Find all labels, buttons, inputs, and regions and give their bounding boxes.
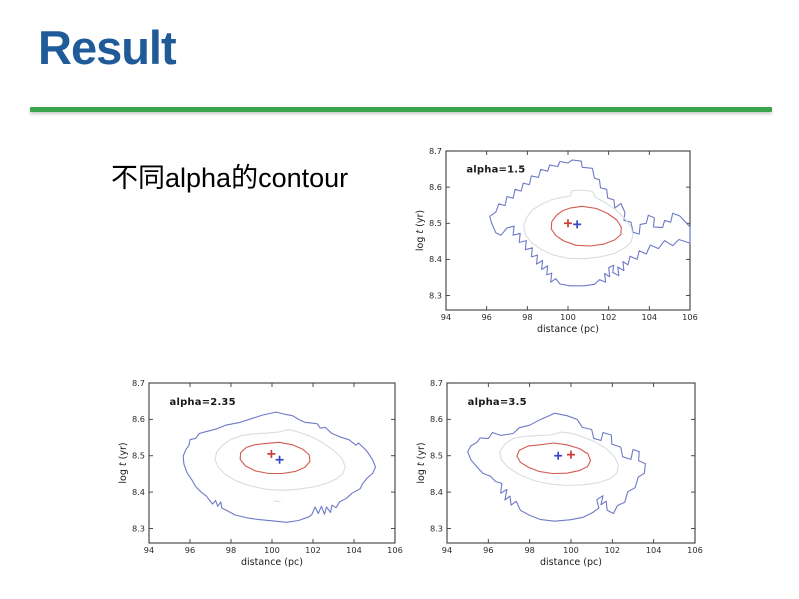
svg-text:96: 96 — [481, 312, 491, 322]
svg-text:100: 100 — [264, 545, 280, 555]
svg-text:98: 98 — [226, 545, 236, 555]
contour-chart-alpha-3-5-svg: 94 96 98 100 102 104 106 8.3 8.4 8.5 8.6 8.7 distanc… — [416, 378, 703, 568]
svg-text:alpha=1.5: alpha=1.5 — [466, 165, 525, 176]
svg-text:96: 96 — [185, 545, 195, 555]
svg-text:alpha=3.5: alpha=3.5 — [468, 397, 527, 408]
svg-text:distance (pc): distance (pc) — [537, 324, 599, 335]
svg-text:log t (yr): log t (yr) — [416, 442, 427, 483]
svg-text:distance (pc): distance (pc) — [241, 557, 303, 568]
contour-plot-alpha-1-5: 94 96 98 100 102 104 106 8.3 8.4 8.5 8.6 8.7 distanc… — [408, 141, 700, 343]
slide-title: Result — [38, 21, 177, 74]
svg-text:94: 94 — [441, 312, 451, 322]
svg-text:8.3: 8.3 — [430, 523, 443, 533]
contour-chart-alpha-1-5-svg: 94 96 98 100 102 104 106 8.3 8.4 8.5 8.6 8.7 distanc… — [415, 146, 698, 335]
svg-text:8.5: 8.5 — [430, 451, 443, 461]
svg-text:8.5: 8.5 — [429, 218, 442, 228]
svg-text:8.3: 8.3 — [132, 523, 145, 533]
contour-chart-alpha-2-35-svg: 94 96 98 100 102 104 106 8.3 8.4 8.5 8.6 8.7 distanc… — [118, 378, 403, 568]
svg-text:106: 106 — [387, 545, 403, 555]
svg-text:106: 106 — [682, 312, 698, 322]
svg-text:102: 102 — [305, 545, 321, 555]
svg-text:8.4: 8.4 — [132, 487, 145, 497]
svg-text:8.6: 8.6 — [430, 414, 443, 424]
svg-text:distance (pc): distance (pc) — [540, 557, 602, 568]
svg-text:log t (yr): log t (yr) — [415, 210, 426, 251]
title-divider — [30, 107, 772, 112]
svg-text:106: 106 — [687, 545, 703, 555]
caption-text: 不同alpha的contour — [111, 163, 349, 193]
svg-text:100: 100 — [560, 312, 576, 322]
svg-text:104: 104 — [642, 312, 658, 322]
svg-text:8.7: 8.7 — [430, 378, 443, 388]
contour-plot-alpha-3-5: 94 96 98 100 102 104 106 8.3 8.4 8.5 8.6 8.7 distanc… — [409, 373, 705, 577]
svg-text:8.4: 8.4 — [430, 487, 443, 497]
svg-text:8.6: 8.6 — [132, 414, 145, 424]
svg-text:100: 100 — [563, 545, 579, 555]
svg-text:96: 96 — [483, 545, 493, 555]
svg-text:8.5: 8.5 — [132, 451, 145, 461]
svg-text:log t (yr): log t (yr) — [118, 442, 129, 483]
svg-text:8.4: 8.4 — [429, 254, 442, 264]
svg-text:98: 98 — [522, 312, 532, 322]
svg-text:alpha=2.35: alpha=2.35 — [170, 397, 236, 408]
svg-text:98: 98 — [524, 545, 534, 555]
svg-text:104: 104 — [646, 545, 662, 555]
svg-text:102: 102 — [601, 312, 617, 322]
svg-text:94: 94 — [442, 545, 452, 555]
svg-text:8.7: 8.7 — [132, 378, 145, 388]
contour-plot-alpha-2-35: 94 96 98 100 102 104 106 8.3 8.4 8.5 8.6 8.7 distanc… — [111, 373, 403, 577]
svg-text:102: 102 — [605, 545, 621, 555]
svg-text:8.6: 8.6 — [429, 182, 442, 192]
svg-text:104: 104 — [346, 545, 362, 555]
svg-text:8.3: 8.3 — [429, 290, 442, 300]
svg-text:8.7: 8.7 — [429, 146, 442, 156]
svg-text:94: 94 — [144, 545, 154, 555]
